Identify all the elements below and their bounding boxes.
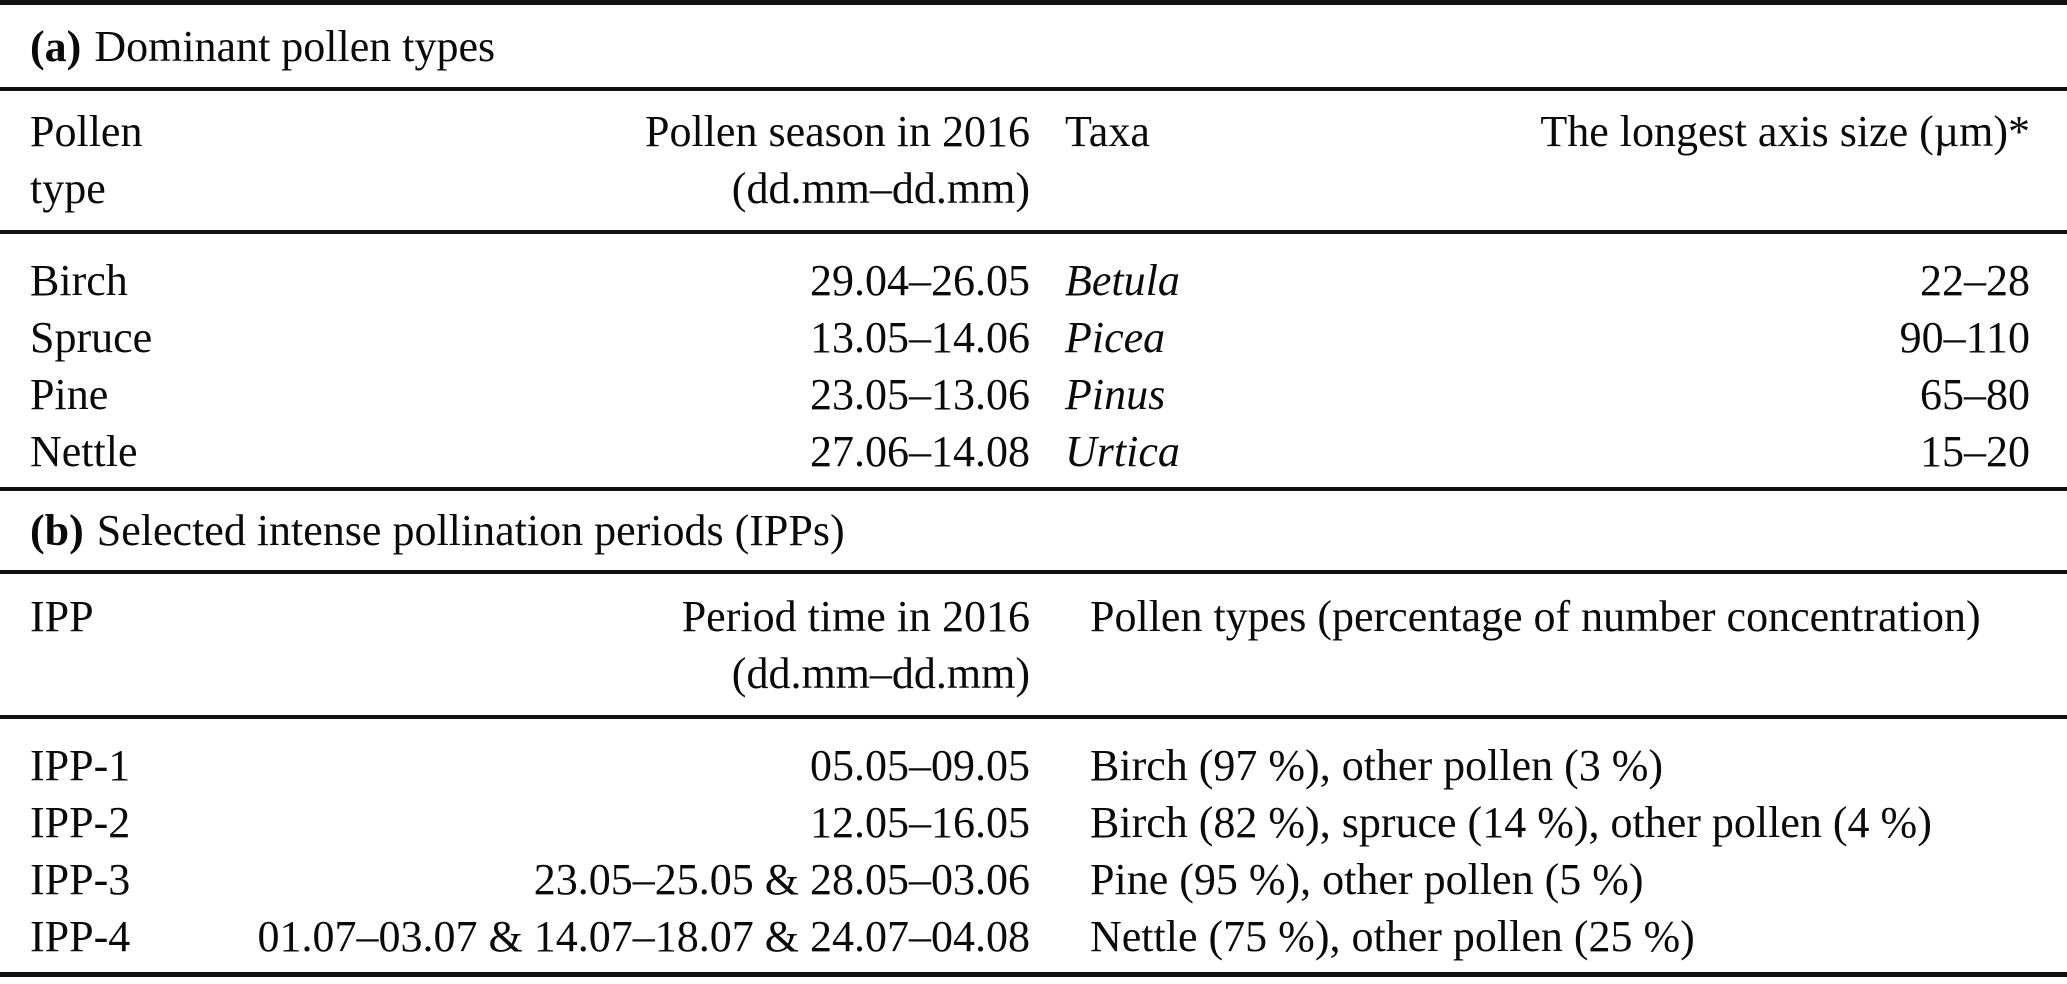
table-row: Pine 23.05–13.06 Pinus 65–80 bbox=[30, 366, 2030, 423]
cell-period: 05.05–09.05 bbox=[810, 741, 1030, 790]
header-period-time-line1: Period time in 2016 bbox=[681, 592, 1030, 641]
cell-ipp: IPP-4 bbox=[30, 912, 131, 961]
cell-pollen-type: Nettle bbox=[30, 427, 138, 476]
rule-below-section-b-header bbox=[0, 715, 2067, 719]
section-b-body: IPP-1 05.05–09.05 Birch (97 %), other po… bbox=[0, 719, 2067, 972]
bottom-rule bbox=[0, 972, 2067, 977]
header-pollen-season-line1: Pollen season in 2016 bbox=[645, 107, 1030, 156]
cell-season: 29.04–26.05 bbox=[810, 256, 1030, 305]
header-pollen-types-pct: Pollen types (percentage of number conce… bbox=[1090, 592, 1981, 641]
cell-size: 65–80 bbox=[1920, 370, 2030, 419]
cell-pollen-type: Spruce bbox=[30, 313, 153, 362]
rule-below-section-a-title bbox=[0, 87, 2067, 91]
cell-season: 13.05–14.06 bbox=[810, 313, 1030, 362]
section-a-marker: (a) bbox=[30, 21, 82, 71]
cell-period: 12.05–16.05 bbox=[810, 798, 1030, 847]
cell-pollen-types: Pine (95 %), other pollen (5 %) bbox=[1090, 855, 1644, 904]
header-longest-axis-size: The longest axis size (µm)* bbox=[1540, 107, 2030, 156]
table-row: Birch 29.04–26.05 Betula 22–28 bbox=[30, 252, 2030, 309]
section-b-title-text: Selected intense pollination periods (IP… bbox=[96, 506, 845, 555]
table-row: Spruce 13.05–14.06 Picea 90–110 bbox=[30, 309, 2030, 366]
top-rule bbox=[0, 0, 2067, 5]
cell-ipp: IPP-3 bbox=[30, 855, 131, 904]
cell-taxa: Betula bbox=[1065, 256, 1180, 305]
section-a-title-text: Dominant pollen types bbox=[94, 21, 496, 71]
cell-pollen-type: Pine bbox=[30, 370, 109, 419]
cell-pollen-types: Birch (82 %), spruce (14 %), other polle… bbox=[1090, 798, 1932, 847]
table-row: IPP-3 23.05–25.05 & 28.05–03.06 Pine (95… bbox=[30, 851, 2030, 908]
header-pollen-type-line1: Pollen bbox=[30, 107, 143, 156]
cell-taxa: Urtica bbox=[1065, 427, 1180, 476]
cell-size: 15–20 bbox=[1920, 427, 2030, 476]
section-a-title: (a) Dominant pollen types bbox=[0, 5, 2067, 87]
cell-ipp: IPP-2 bbox=[30, 798, 131, 847]
section-a-header-row: Pollen type Pollen season in 2016 (dd.mm… bbox=[0, 91, 2067, 230]
cell-ipp: IPP-1 bbox=[30, 741, 131, 790]
table-row: Nettle 27.06–14.08 Urtica 15–20 bbox=[30, 423, 2030, 480]
table-row: IPP-4 01.07–03.07 & 14.07–18.07 & 24.07–… bbox=[30, 908, 2030, 965]
header-taxa: Taxa bbox=[1065, 107, 1150, 156]
table-row: IPP-2 12.05–16.05 Birch (82 %), spruce (… bbox=[30, 794, 2030, 851]
cell-taxa: Pinus bbox=[1065, 370, 1166, 419]
header-period-time: Period time in 2016 (dd.mm–dd.mm) bbox=[200, 588, 1030, 715]
rule-above-section-b-title bbox=[0, 487, 2067, 491]
section-b-marker: (b) bbox=[30, 506, 84, 555]
cell-season: 27.06–14.08 bbox=[810, 427, 1030, 476]
rule-below-section-b-title bbox=[0, 570, 2067, 574]
cell-pollen-types: Nettle (75 %), other pollen (25 %) bbox=[1090, 912, 1695, 961]
header-pollen-season-line2: (dd.mm–dd.mm) bbox=[731, 164, 1030, 213]
header-pollen-type: Pollen type bbox=[30, 103, 200, 230]
section-a-body: Birch 29.04–26.05 Betula 22–28 Spruce 13… bbox=[0, 234, 2067, 487]
cell-taxa: Picea bbox=[1065, 313, 1166, 362]
header-period-time-line2: (dd.mm–dd.mm) bbox=[731, 649, 1030, 698]
header-ipp: IPP bbox=[30, 592, 94, 641]
cell-size: 22–28 bbox=[1920, 256, 2030, 305]
table-row: IPP-1 05.05–09.05 Birch (97 %), other po… bbox=[30, 737, 2030, 794]
cell-pollen-types: Birch (97 %), other pollen (3 %) bbox=[1090, 741, 1664, 790]
cell-season: 23.05–13.06 bbox=[810, 370, 1030, 419]
header-pollen-season: Pollen season in 2016 (dd.mm–dd.mm) bbox=[200, 103, 1030, 230]
header-pollen-type-line2: type bbox=[30, 164, 106, 213]
cell-pollen-type: Birch bbox=[30, 256, 128, 305]
cell-period: 23.05–25.05 & 28.05–03.06 bbox=[533, 855, 1030, 904]
cell-size: 90–110 bbox=[1899, 313, 2030, 362]
section-b-header-row: IPP Period time in 2016 (dd.mm–dd.mm) Po… bbox=[0, 574, 2067, 715]
cell-period: 01.07–03.07 & 14.07–18.07 & 24.07–04.08 bbox=[257, 912, 1030, 961]
section-b-title: (b) Selected intense pollination periods… bbox=[0, 491, 2067, 570]
rule-below-section-a-header bbox=[0, 230, 2067, 234]
